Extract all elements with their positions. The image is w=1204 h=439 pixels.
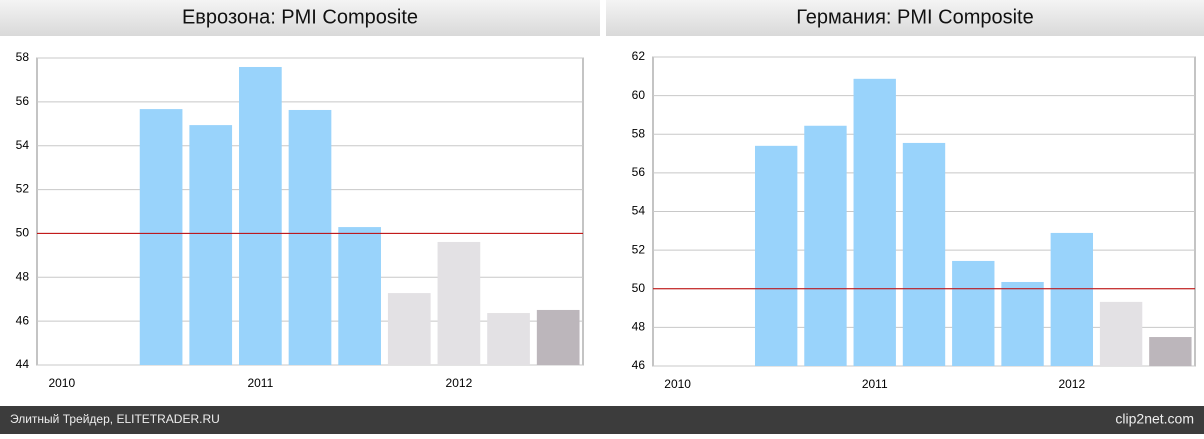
bar	[487, 313, 530, 365]
bar	[952, 260, 995, 366]
x-tick-label: 2011	[247, 376, 273, 390]
y-tick-label: 58	[16, 50, 30, 64]
chart-title: Еврозона: PMI Composite	[182, 6, 418, 28]
y-tick-label: 54	[16, 138, 30, 152]
bar	[754, 145, 798, 366]
y-tick-label: 46	[632, 358, 646, 372]
bar	[338, 227, 381, 365]
y-tick-label: 46	[16, 313, 30, 327]
y-tick-label: 58	[632, 126, 646, 140]
footer-source: Элитный Трейдер, ELITETRADER.RU	[10, 412, 220, 426]
y-tick-label: 54	[632, 204, 646, 218]
bar	[804, 125, 847, 366]
bar	[536, 309, 580, 365]
bar	[1050, 232, 1094, 366]
y-tick-label: 50	[632, 281, 646, 295]
footer-logo: clip2net.com	[1115, 411, 1194, 427]
bar	[189, 125, 233, 365]
y-tick-label: 52	[632, 242, 646, 256]
bar	[1149, 337, 1192, 366]
bar	[387, 293, 431, 365]
x-tick-label: 2011	[862, 377, 888, 391]
footer-bar	[0, 406, 1204, 434]
bar	[1099, 301, 1143, 366]
title-band	[606, 0, 1204, 36]
y-tick-label: 56	[632, 165, 646, 179]
y-tick-label: 48	[632, 320, 646, 334]
y-tick-label: 62	[632, 49, 646, 63]
y-tick-label: 48	[16, 269, 30, 283]
bar	[288, 109, 332, 366]
x-tick-label: 2012	[1058, 377, 1085, 391]
bar	[853, 78, 896, 367]
x-tick-label: 2010	[664, 377, 691, 391]
y-tick-label: 52	[16, 182, 30, 196]
y-tick-label: 56	[16, 94, 30, 108]
bar	[139, 109, 183, 366]
bar	[902, 142, 946, 366]
bar	[239, 66, 282, 365]
bar	[437, 241, 481, 365]
title-band	[0, 0, 600, 36]
y-tick-label: 50	[16, 226, 30, 240]
y-tick-label: 60	[632, 88, 646, 102]
x-tick-label: 2012	[446, 376, 473, 390]
x-tick-label: 2010	[48, 376, 75, 390]
chart-title: Германия: PMI Composite	[796, 6, 1033, 28]
y-tick-label: 44	[16, 357, 30, 371]
bar	[1001, 281, 1044, 366]
